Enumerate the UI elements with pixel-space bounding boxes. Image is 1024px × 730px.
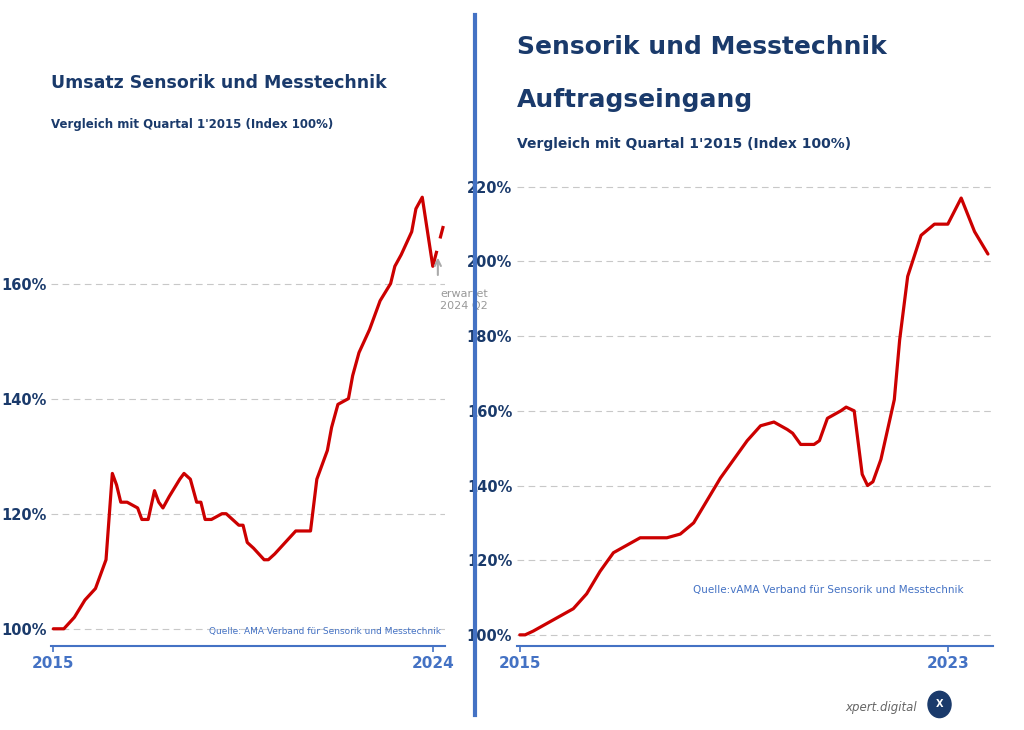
Text: xpert.digital: xpert.digital: [845, 701, 916, 714]
Circle shape: [928, 691, 951, 718]
Text: Vergleich mit Quartal 1'2015 (Index 100%): Vergleich mit Quartal 1'2015 (Index 100%…: [51, 118, 334, 131]
Text: Umsatz Sensorik und Messtechnik: Umsatz Sensorik und Messtechnik: [51, 74, 387, 92]
Text: erwartet
2024 Q2: erwartet 2024 Q2: [440, 289, 488, 311]
Text: X: X: [936, 699, 943, 710]
Text: Sensorik und Messtechnik: Sensorik und Messtechnik: [517, 34, 887, 58]
Text: Quelle:vAMA Verband für Sensorik und Messtechnik: Quelle:vAMA Verband für Sensorik und Mes…: [693, 585, 964, 595]
Text: Quelle: AMA Verband für Sensorik und Messtechnik: Quelle: AMA Verband für Sensorik und Mes…: [210, 627, 441, 637]
Text: Vergleich mit Quartal 1'2015 (Index 100%): Vergleich mit Quartal 1'2015 (Index 100%…: [517, 137, 851, 151]
Text: Auftragseingang: Auftragseingang: [517, 88, 754, 112]
